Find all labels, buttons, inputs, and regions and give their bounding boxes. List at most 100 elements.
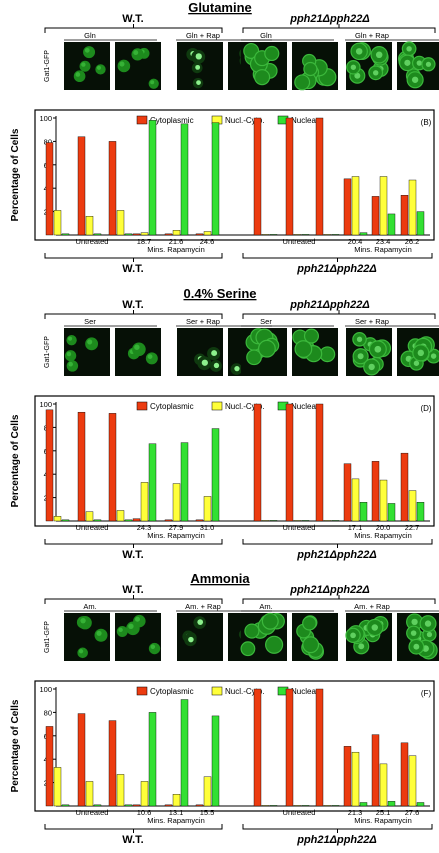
condition-label: Ser + Rap	[355, 317, 389, 326]
cell	[148, 642, 161, 655]
legend-label: Nuclear	[291, 402, 319, 411]
bar-cytoplasmic	[195, 233, 204, 236]
cell-highlight	[96, 65, 102, 70]
cell-highlight	[147, 354, 153, 360]
cell-nucleus	[355, 48, 363, 55]
cell	[265, 635, 284, 654]
cell	[131, 48, 144, 61]
bar-nuclear	[359, 802, 368, 807]
bar-cytoplasmic	[253, 403, 262, 522]
cell-highlight	[118, 627, 123, 633]
bar-cytoplasmic	[315, 117, 324, 236]
x-tick-label: 17.1	[348, 523, 363, 532]
bar-cytoplasmic	[77, 713, 86, 807]
bar-nucl-cyto	[351, 478, 360, 522]
bar-nucl-cyto	[116, 774, 125, 807]
chart-frame	[34, 109, 435, 241]
x-tick-label: 10.6	[137, 808, 152, 817]
cell-highlight	[134, 344, 140, 350]
mins-rapamycin-label: Mins. Rapamycin	[147, 531, 205, 540]
bar-cytoplasmic	[400, 452, 409, 522]
x-tick-label: 24.3	[137, 523, 152, 532]
cell	[65, 350, 77, 362]
cell	[77, 647, 88, 659]
cell	[240, 641, 256, 657]
mutant-footer: pph21Δpph22Δ	[296, 549, 377, 561]
cell	[133, 614, 146, 628]
cell	[257, 339, 276, 358]
gfp-label: Gat1-GFP	[44, 50, 51, 82]
cell-nucleus	[411, 618, 418, 626]
x-tick-label: 26.2	[405, 237, 420, 246]
legend-label: Nucl.-Cyto.	[225, 402, 265, 411]
bar-nuclear	[124, 519, 133, 522]
gfp-label: Gat1-GFP	[44, 336, 51, 368]
bar-nuclear	[93, 804, 102, 807]
bar-nuclear	[269, 234, 278, 236]
x-tick-label: 13.1	[169, 808, 184, 817]
cell	[302, 615, 317, 631]
panel-label: (F)	[421, 689, 432, 698]
micrograph	[115, 328, 161, 376]
cell-nucleus	[426, 631, 433, 638]
bar-cytoplasmic	[253, 688, 262, 807]
cell	[294, 74, 311, 91]
bar-nuclear	[301, 805, 310, 807]
bar-cytoplasmic	[108, 720, 117, 807]
untreated-label: Untreated	[283, 808, 316, 817]
y-axis-label: Percentage of Cells	[10, 699, 21, 792]
bar-nuclear	[269, 520, 278, 522]
bar-nucl-cyto	[85, 781, 94, 807]
cell-highlight	[128, 623, 134, 629]
cell-nucleus	[417, 349, 425, 357]
cell-highlight	[78, 649, 84, 654]
wt-footer: W.T.	[122, 834, 143, 846]
cell-nucleus	[195, 64, 201, 70]
wt-header-bracket	[44, 24, 223, 33]
bar-cytoplasmic	[371, 734, 380, 807]
bar-nuclear	[387, 801, 396, 807]
cell-highlight	[87, 339, 93, 345]
bar-nucl-cyto	[203, 231, 212, 236]
untreated-label: Untreated	[76, 808, 109, 817]
mutant-bottom-bracket	[242, 824, 433, 833]
bar-nucl-cyto	[172, 230, 181, 236]
legend-swatch	[136, 401, 148, 411]
cell-highlight	[68, 361, 73, 367]
micrograph	[177, 42, 223, 90]
condition-label: Gln	[260, 31, 272, 40]
cell-nucleus	[410, 630, 417, 636]
cell	[73, 70, 86, 83]
cell-nucleus	[357, 353, 364, 360]
bar-nuclear	[61, 519, 70, 522]
micrograph	[292, 613, 338, 661]
bar-nuclear	[61, 804, 70, 807]
wt-header: W.T.	[122, 584, 143, 596]
mutant-header: pph21Δpph22Δ	[289, 13, 370, 25]
cell-nucleus	[372, 70, 379, 76]
y-axis-label: Percentage of Cells	[10, 414, 21, 507]
wt-bottom-bracket	[44, 824, 223, 833]
bar-nuclear	[180, 123, 189, 236]
bar-cytoplasmic	[45, 409, 54, 522]
untreated-label: Untreated	[76, 237, 109, 246]
bar-cytoplasmic	[285, 117, 294, 236]
bar-cytoplasmic	[371, 196, 380, 236]
bar-cytoplasmic	[195, 519, 204, 522]
bar-nucl-cyto	[203, 496, 212, 522]
bar-cytoplasmic	[108, 413, 117, 522]
bar-nuclear	[93, 233, 102, 236]
mins-rapamycin-label: Mins. Rapamycin	[354, 816, 412, 825]
wt-bottom-bracket	[44, 253, 223, 262]
cell	[244, 623, 260, 639]
bar-nuclear	[359, 232, 368, 236]
bar-cytoplasmic	[164, 519, 173, 522]
bar-nuclear	[331, 805, 340, 807]
condition-label: Am.	[259, 602, 272, 611]
cell-nucleus	[424, 620, 432, 627]
bar-nucl-cyto	[140, 232, 149, 236]
panel-label: (B)	[421, 118, 432, 127]
bar-cytoplasmic	[195, 804, 204, 807]
cell-nucleus	[350, 632, 356, 639]
cell	[261, 612, 279, 630]
